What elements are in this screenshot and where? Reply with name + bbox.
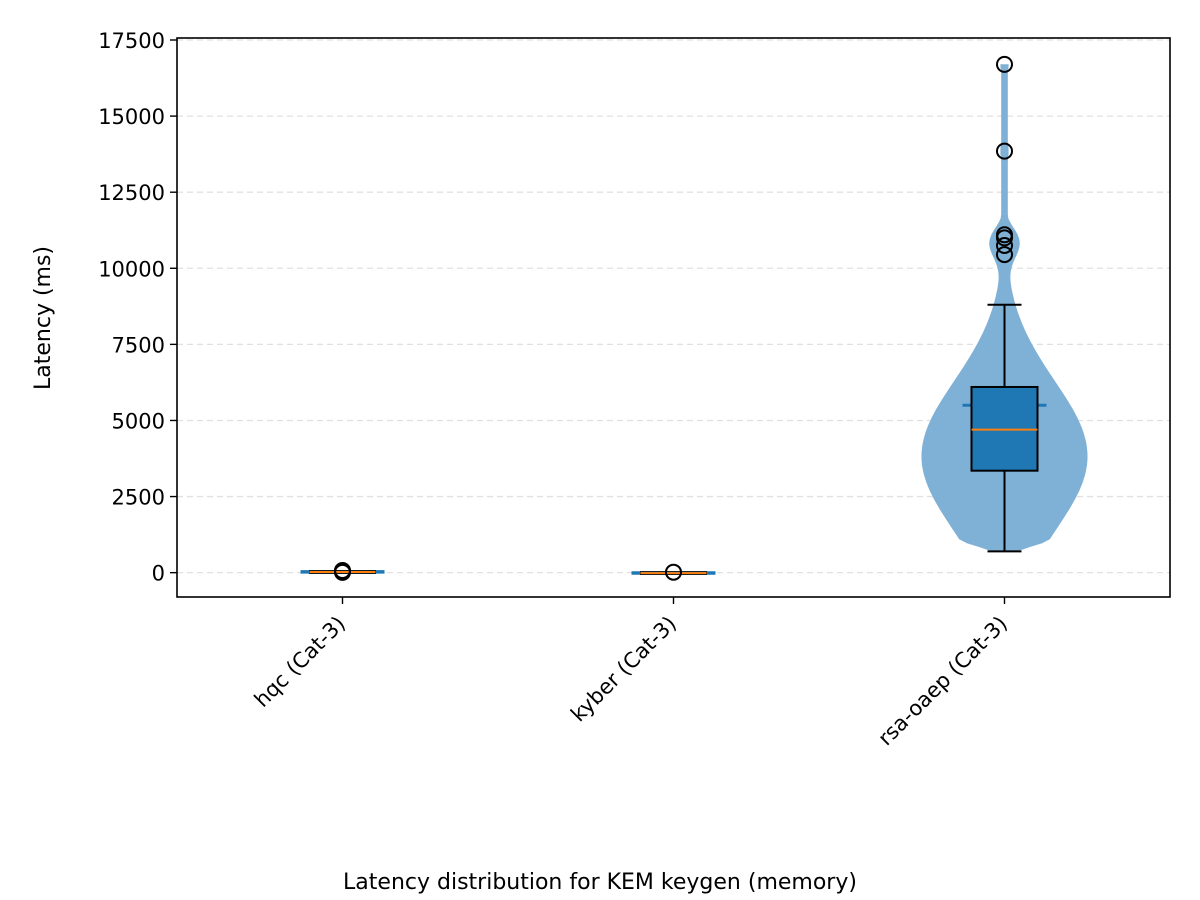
y-tick-label: 15000 [98,105,165,129]
outlier-point [996,246,1013,264]
y-tick-label: 5000 [112,409,165,433]
x-axis-ticks: hqc (Cat-3) kyber (Cat-3) rsa-oaep (Cat-3) [250,597,1012,750]
outlier-point [996,236,1013,254]
x-tick-label: hqc (Cat-3) [250,612,350,712]
x-tick-label: kyber (Cat-3) [566,612,681,727]
y-tick-label: 10000 [98,257,165,281]
y-tick-label: 17500 [98,29,165,53]
chart-title: Latency distribution for KEM keygen (mem… [343,870,857,895]
outlier-point [334,562,351,580]
outlier-point [665,563,682,581]
x-tick-label: rsa-oaep (Cat-3) [873,612,1012,751]
outlier-point [996,142,1013,160]
outlier-point [996,55,1013,73]
y-axis-ticks: 0 2500 5000 7500 10000 12500 15000 17500 [98,29,177,586]
y-axis-label: Latency (ms) [31,246,56,390]
y-tick-label: 2500 [112,486,165,510]
y-tick-label: 12500 [98,181,165,205]
boxplots [309,55,1039,581]
y-tick-label: 7500 [112,333,165,357]
outlier-point [996,226,1013,244]
y-tick-label: 0 [152,562,165,586]
